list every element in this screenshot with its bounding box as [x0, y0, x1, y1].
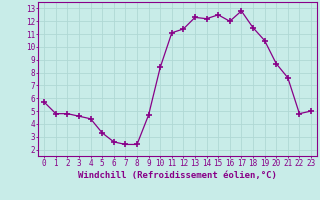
- X-axis label: Windchill (Refroidissement éolien,°C): Windchill (Refroidissement éolien,°C): [78, 171, 277, 180]
